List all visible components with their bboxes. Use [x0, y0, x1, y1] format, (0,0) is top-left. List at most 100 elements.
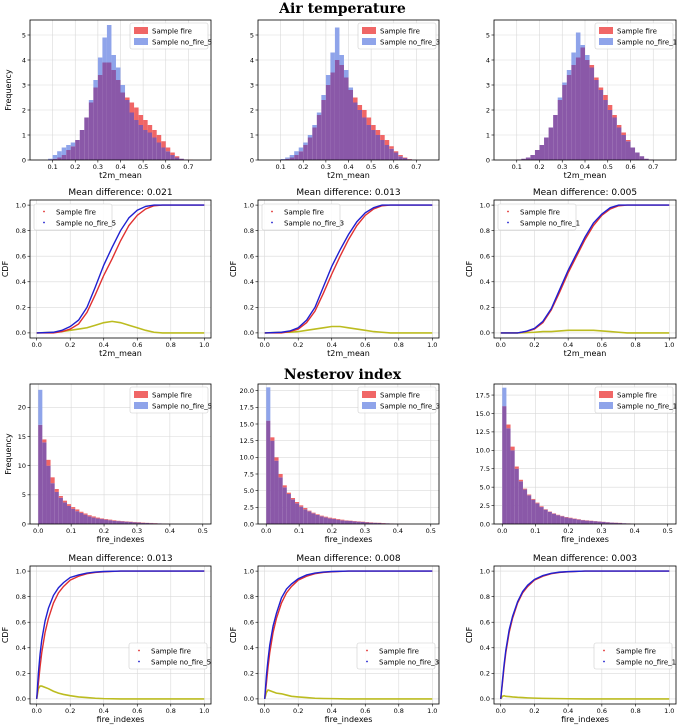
bar-overlap: [621, 135, 626, 160]
bar-fire: [307, 510, 312, 512]
bar-overlap: [384, 145, 390, 160]
bar-no-fire: [57, 151, 62, 158]
bar-overlap: [544, 137, 549, 160]
bar-overlap: [111, 70, 116, 160]
x-tick-label: 0.2: [293, 707, 303, 715]
y-tick-label: 2: [22, 106, 26, 114]
x-tick-label: 0.1: [66, 527, 76, 535]
chart-title: Mean difference: 0.003: [533, 554, 637, 564]
bar-overlap: [116, 521, 121, 524]
bar-fire: [112, 520, 117, 521]
legend-label: Sample no_fire_5: [151, 658, 211, 666]
plot-frame: [29, 199, 212, 339]
y-tick-label: 0.8: [16, 593, 26, 601]
bar-fire: [58, 496, 63, 498]
bar-overlap: [141, 522, 146, 524]
bar-overlap: [128, 521, 133, 524]
bar-overlap: [348, 90, 354, 160]
legend: Sample fire Sample no_fire_1: [594, 22, 677, 50]
y-tick-label: 1.0: [244, 201, 254, 209]
bar-no-fire: [575, 32, 581, 58]
bar-overlap: [377, 523, 382, 524]
y-tick-label: 1.0: [480, 201, 490, 209]
bar-no-fire: [585, 55, 590, 60]
y-axis-label: CDF: [1, 626, 10, 643]
bar-fire: [327, 517, 333, 519]
bar-overlap: [364, 522, 370, 524]
legend-label: Sample fire: [380, 391, 420, 399]
bar-no-fire: [120, 85, 126, 93]
plot-area: [30, 566, 211, 704]
bar-overlap: [147, 132, 153, 160]
bar-overlap: [539, 145, 545, 160]
y-axis-label: Frequency: [4, 433, 13, 475]
legend-box: [261, 203, 341, 231]
bar-overlap: [527, 495, 532, 524]
plot-frame: [29, 383, 212, 525]
bar-fire: [62, 500, 68, 503]
x-tick-label: 0.2: [70, 163, 80, 171]
x-tick-label: 0.2: [529, 707, 539, 715]
bar-overlap: [319, 516, 324, 524]
bar-fire: [165, 147, 171, 152]
x-tick-label: 0.5: [663, 527, 673, 535]
legend-box: [497, 203, 577, 231]
legend-label: Sample no_fire_5: [56, 219, 116, 227]
bar-fire: [375, 130, 381, 135]
legend: Sample fire Sample no_fire_1: [593, 642, 676, 670]
legend: Sample fire Sample no_fire_5: [129, 386, 212, 414]
bar-overlap: [543, 509, 548, 524]
legend-swatch: [134, 38, 148, 45]
x-tick-label: 0.8: [166, 341, 176, 349]
bar-overlap: [303, 145, 308, 160]
bar-no-fire: [280, 159, 286, 160]
bar-no-fire: [330, 52, 335, 73]
bar-overlap: [371, 130, 376, 160]
bar-no-fire: [557, 97, 563, 100]
bar-fire: [527, 494, 532, 496]
x-tick-label: 0.5: [603, 163, 613, 171]
y-tick-label: 0.4: [480, 278, 490, 286]
legend-swatch: [362, 38, 376, 45]
bar-overlap: [362, 117, 367, 160]
y-tick-label: 0.2: [16, 304, 26, 312]
legend-swatch: [362, 27, 376, 34]
y-axis-label: CDF: [229, 626, 238, 643]
bar-overlap: [369, 522, 374, 524]
bar-fire: [315, 514, 320, 515]
bar-no-fire: [566, 70, 572, 75]
y-tick-label: 0.6: [480, 619, 490, 627]
bar-fire: [514, 466, 519, 469]
x-tick-label: 0.6: [625, 163, 635, 171]
legend-label: Sample fire: [151, 647, 191, 655]
bar-no-fire: [106, 25, 112, 63]
x-tick-label: 0.4: [327, 707, 337, 715]
y-tick-label: 2.5: [244, 504, 254, 512]
y-tick-label: 0.8: [480, 227, 490, 235]
bar-no-fire: [102, 37, 107, 63]
bar-overlap: [607, 110, 613, 160]
bar-fire: [589, 65, 595, 68]
bar-fire: [134, 107, 139, 120]
x-tick-label: 0.4: [393, 527, 403, 535]
chart-air-hist-1: 0.1 0.2 0.3 0.4 0.5 0.6 0.7 0 1 2 3 4 5 t2m_mean Sampl…: [486, 19, 677, 180]
legend-label: Sample fire: [617, 27, 657, 35]
x-tick-label: 0.4: [563, 707, 573, 715]
bar-overlap: [138, 125, 144, 160]
y-tick-label: 0.6: [244, 253, 254, 261]
x-tick-label: 0.2: [327, 527, 337, 535]
legend-swatch: [599, 391, 613, 398]
bar-fire: [174, 156, 180, 158]
bar-overlap: [120, 521, 125, 524]
bar-overlap: [525, 157, 531, 160]
plot-frame: [257, 199, 440, 339]
plot-frame: [29, 565, 212, 705]
bar-overlap: [70, 146, 76, 160]
x-tick-label: 0.2: [99, 527, 109, 535]
legend-swatch: [134, 402, 148, 409]
bar-overlap: [156, 142, 162, 160]
y-tick-label: 0.0: [480, 329, 490, 337]
bar-overlap: [84, 117, 89, 160]
bar-fire: [75, 509, 80, 512]
bar-overlap: [95, 518, 100, 524]
